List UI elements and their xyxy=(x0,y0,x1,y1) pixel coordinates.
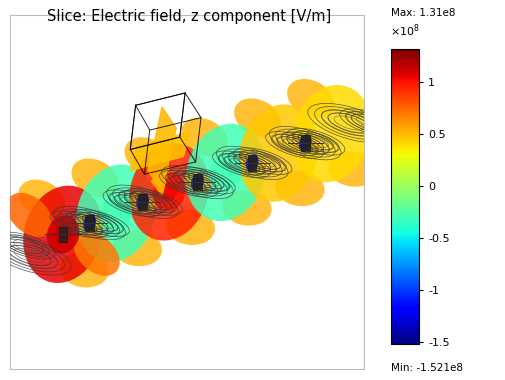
Ellipse shape xyxy=(246,154,259,171)
FancyBboxPatch shape xyxy=(193,174,201,190)
FancyBboxPatch shape xyxy=(301,135,310,151)
FancyBboxPatch shape xyxy=(85,215,94,231)
Ellipse shape xyxy=(249,158,256,167)
Ellipse shape xyxy=(139,198,146,206)
Text: $\times$10$^{8}$: $\times$10$^{8}$ xyxy=(390,22,420,39)
Ellipse shape xyxy=(55,225,71,244)
Ellipse shape xyxy=(7,193,53,237)
Text: Slice: Electric field, z component [V/m]: Slice: Electric field, z component [V/m] xyxy=(47,10,331,24)
Ellipse shape xyxy=(76,165,156,262)
Ellipse shape xyxy=(194,178,201,186)
Ellipse shape xyxy=(328,151,378,187)
Ellipse shape xyxy=(239,105,319,202)
Ellipse shape xyxy=(210,153,242,192)
Text: Min: -1.521e8: Min: -1.521e8 xyxy=(391,363,464,373)
Ellipse shape xyxy=(186,124,266,221)
Ellipse shape xyxy=(125,137,171,176)
Ellipse shape xyxy=(234,98,281,137)
Ellipse shape xyxy=(238,153,266,173)
Ellipse shape xyxy=(302,139,309,147)
Ellipse shape xyxy=(222,190,272,226)
Ellipse shape xyxy=(181,118,228,157)
FancyBboxPatch shape xyxy=(138,194,147,209)
Ellipse shape xyxy=(72,158,118,197)
Ellipse shape xyxy=(299,135,312,152)
Ellipse shape xyxy=(129,143,209,241)
Polygon shape xyxy=(130,132,190,171)
Ellipse shape xyxy=(275,171,325,206)
Ellipse shape xyxy=(191,173,204,191)
Ellipse shape xyxy=(100,194,132,232)
FancyBboxPatch shape xyxy=(248,155,257,171)
Ellipse shape xyxy=(86,218,93,227)
Ellipse shape xyxy=(76,214,104,234)
Ellipse shape xyxy=(19,180,65,218)
Ellipse shape xyxy=(166,209,215,245)
Ellipse shape xyxy=(136,193,149,211)
Ellipse shape xyxy=(161,182,177,201)
Ellipse shape xyxy=(184,172,211,192)
Ellipse shape xyxy=(129,192,157,213)
Ellipse shape xyxy=(23,186,103,283)
Ellipse shape xyxy=(74,232,120,276)
Ellipse shape xyxy=(83,214,96,232)
Ellipse shape xyxy=(113,231,162,266)
Ellipse shape xyxy=(292,85,372,182)
Ellipse shape xyxy=(291,133,319,154)
Ellipse shape xyxy=(47,215,79,253)
Ellipse shape xyxy=(60,252,109,287)
Polygon shape xyxy=(152,167,169,195)
Polygon shape xyxy=(148,107,176,192)
Text: Max: 1.31e8: Max: 1.31e8 xyxy=(391,8,456,18)
Ellipse shape xyxy=(153,173,185,211)
Ellipse shape xyxy=(287,79,334,117)
FancyBboxPatch shape xyxy=(59,226,67,242)
